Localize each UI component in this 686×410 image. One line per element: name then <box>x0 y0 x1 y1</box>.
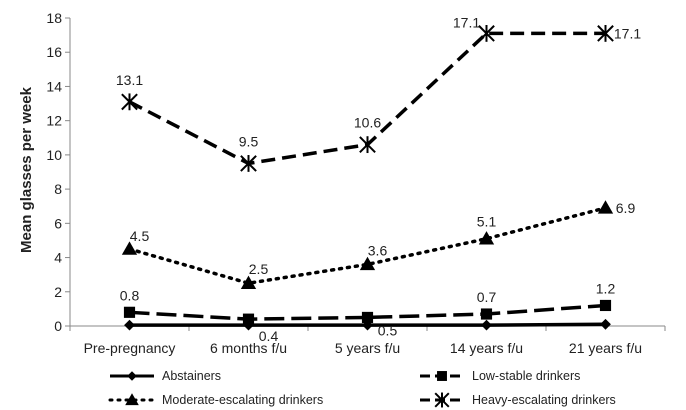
legend-label: Moderate-escalating drinkers <box>162 393 323 407</box>
series-3 <box>121 24 614 172</box>
y-tick-label: 4 <box>54 250 62 266</box>
data-point-marker <box>481 319 492 331</box>
x-tick-label: Pre-pregnancy <box>84 340 176 356</box>
x-tick-label: 6 months f/u <box>210 340 287 356</box>
series-2 <box>121 200 614 289</box>
legend-item: Moderate-escalating drinkers <box>108 393 323 407</box>
y-tick-label: 0 <box>54 318 62 334</box>
x-tick-label: 21 years f/u <box>569 340 642 356</box>
x-tick-label: 14 years f/u <box>450 340 523 356</box>
data-label: 17.1 <box>453 14 480 30</box>
data-point-marker <box>359 136 376 154</box>
data-label: 10.6 <box>354 115 381 131</box>
data-point-marker <box>125 393 139 406</box>
data-point-marker <box>437 371 447 381</box>
data-point-marker <box>478 24 495 42</box>
data-point-marker <box>361 311 374 324</box>
y-axis-ticks: 0 2 4 6 8 10 12 14 16 18 <box>46 10 70 334</box>
series-layer <box>121 24 614 331</box>
data-point-marker <box>123 306 136 318</box>
data-point-marker <box>127 371 137 381</box>
data-label: 0.4 <box>259 328 279 344</box>
data-point-marker <box>480 308 493 320</box>
y-tick-label: 8 <box>54 181 62 197</box>
data-labels-layer: 0.8 0.4 0.5 0.7 1.2 4.5 2.5 3.6 5.1 6.9 13.1 9.5 10.… <box>116 14 641 344</box>
data-label: 1.2 <box>596 280 616 296</box>
data-label: 9.5 <box>239 133 259 149</box>
legend-item: Heavy-escalating drinkers <box>420 392 616 408</box>
data-point-marker <box>121 93 138 111</box>
legend-label: Heavy-escalating drinkers <box>472 393 616 407</box>
data-label: 0.5 <box>378 322 398 338</box>
y-tick-label: 14 <box>46 78 62 94</box>
x-tick-label: 5 years f/u <box>335 340 400 356</box>
data-point-marker <box>124 319 135 331</box>
y-tick-label: 10 <box>46 147 62 163</box>
data-point-marker <box>597 24 614 42</box>
data-point-marker <box>478 231 495 245</box>
data-label: 5.1 <box>477 214 497 230</box>
y-tick-label: 16 <box>46 44 62 60</box>
data-point-marker <box>240 155 257 172</box>
data-point-marker <box>242 313 255 325</box>
data-point-marker <box>600 318 611 330</box>
data-label: 0.7 <box>477 289 497 305</box>
data-label: 6.9 <box>616 200 636 216</box>
data-point-marker <box>240 275 257 289</box>
axes <box>69 18 665 327</box>
data-point-marker <box>434 392 450 408</box>
y-tick-label: 18 <box>46 10 62 26</box>
y-tick-label: 6 <box>54 215 62 231</box>
data-label: 3.6 <box>368 242 388 258</box>
legend-item: Low-stable drinkers <box>420 369 580 383</box>
legend: Abstainers Low-stable drinkers Moderate-es… <box>108 369 616 408</box>
data-label: 4.5 <box>130 228 150 244</box>
data-point-marker <box>359 256 376 271</box>
series-1 <box>123 299 612 325</box>
series-line <box>129 303 606 321</box>
legend-label: Abstainers <box>162 369 221 383</box>
data-point-marker <box>597 200 614 214</box>
x-axis-ticks: Pre-pregnancy 6 months f/u 5 years f/u 14 y… <box>69 326 666 356</box>
data-label: 0.8 <box>120 287 140 303</box>
data-point-marker <box>121 241 138 255</box>
y-tick-label: 2 <box>54 284 62 300</box>
data-label: 13.1 <box>116 72 143 88</box>
series-line <box>127 206 608 286</box>
data-point-marker <box>599 299 612 312</box>
legend-label: Low-stable drinkers <box>472 369 580 383</box>
data-label: 2.5 <box>249 261 269 277</box>
y-tick-label: 12 <box>46 113 62 129</box>
y-axis-label: Mean glasses per week <box>18 86 35 253</box>
legend-item: Abstainers <box>110 369 221 383</box>
data-label: 17.1 <box>614 25 641 41</box>
